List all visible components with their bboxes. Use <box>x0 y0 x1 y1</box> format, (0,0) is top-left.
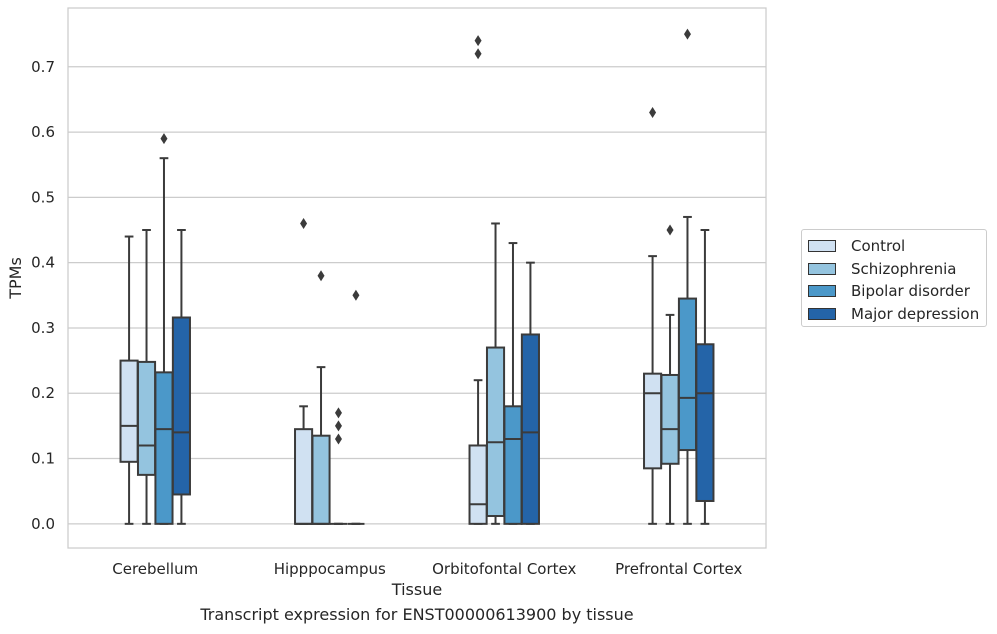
box-body <box>171 316 191 496</box>
box-body <box>468 444 488 525</box>
legend-swatch <box>808 262 836 275</box>
box-major-depression-orbitofontal-cortex <box>520 261 540 525</box>
outlier-point <box>334 420 342 432</box>
box-schizophrenia-cerebellum <box>136 229 157 525</box>
box-body <box>311 434 331 525</box>
legend-label: Schizophrenia <box>851 259 957 278</box>
box-control-orbitofontal-cortex <box>468 35 488 525</box>
box-control-prefrontal-cortex <box>643 106 663 525</box>
legend-swatch <box>808 285 836 297</box>
outlier-point <box>334 433 342 445</box>
box-control-hipppocampus <box>294 217 314 525</box>
box-bipolar-disorder-orbitofontal-cortex <box>503 242 523 525</box>
outlier-point <box>666 224 674 236</box>
outlier-point <box>352 289 360 301</box>
box-bipolar-disorder-cerebellum <box>154 133 174 525</box>
y-tick-label: 0.3 <box>31 319 55 337</box>
outlier-point <box>317 270 325 282</box>
box-body <box>643 372 663 470</box>
x-tick-label: Prefrontal Cortex <box>615 560 742 578</box>
y-tick-label: 0.6 <box>31 123 55 141</box>
box-body <box>154 371 174 525</box>
box-schizophrenia-prefrontal-cortex <box>660 224 680 525</box>
y-tick-label: 0.2 <box>31 384 55 402</box>
box-body <box>660 373 680 465</box>
outlier-point <box>160 133 168 145</box>
y-tick-label: 0.5 <box>31 188 55 206</box>
box-body <box>485 346 506 518</box>
plot-area-frame <box>67 7 767 549</box>
chart-caption: Transcript expression for ENST0000061390… <box>200 605 634 624</box>
y-tick-label: 0.7 <box>31 58 55 76</box>
x-tick-label: Hipppocampus <box>274 560 386 578</box>
x-tick-label: Orbitofontal Cortex <box>432 560 576 578</box>
box-body <box>136 360 157 476</box>
outlier-point <box>649 106 657 118</box>
legend-item-major-depression: Major depression <box>808 304 979 324</box>
y-tick-labels: 0.0 0.1 0.2 0.3 0.4 0.5 0.6 0.7 <box>31 58 55 533</box>
y-axis-label: TPMs <box>6 257 25 300</box>
outlier-point <box>300 217 308 229</box>
legend-swatch <box>808 240 836 252</box>
x-tick-label: Cerebellum <box>112 560 198 578</box>
y-tick-label: 0.1 <box>31 450 55 468</box>
box-body <box>503 405 523 525</box>
box-body <box>520 333 540 525</box>
outlier-point <box>334 407 342 419</box>
box-body <box>119 359 139 463</box>
y-tick-label: 0.0 <box>31 515 55 533</box>
box-plots <box>119 28 715 525</box>
legend-label: Control <box>851 237 906 255</box>
box-bipolar-disorder-hipppocampus <box>329 407 348 525</box>
legend-item-control: Control <box>808 236 905 256</box>
box-major-depression-prefrontal-cortex <box>695 229 715 525</box>
x-axis-label: Tissue <box>391 580 442 599</box>
legend-label: Major depression <box>851 304 980 323</box>
box-body <box>294 428 314 525</box>
chart-legend: Control Schizophrenia Bipolar disorder Majo… <box>801 229 987 327</box>
outlier-point <box>474 35 482 47</box>
box-body <box>695 343 715 502</box>
legend-swatch <box>808 307 836 320</box>
box-schizophrenia-hipppocampus <box>311 270 331 525</box>
legend-label: Bipolar disorder <box>851 282 970 300</box>
y-tick-label: 0.4 <box>31 254 55 272</box>
box-major-depression-hipppocampus <box>347 289 365 525</box>
box-control-cerebellum <box>119 235 139 525</box>
x-tick-labels: Cerebellum Hipppocampus Orbitofontal Corte… <box>112 560 742 578</box>
legend-item-bipolar-disorder: Bipolar disorder <box>808 281 970 301</box>
box-schizophrenia-orbitofontal-cortex <box>485 222 506 525</box>
box-bipolar-disorder-prefrontal-cortex <box>677 28 698 525</box>
box-major-depression-cerebellum <box>171 229 191 525</box>
legend-item-schizophrenia: Schizophrenia <box>808 259 956 279</box>
outlier-point <box>683 28 691 40</box>
outlier-point <box>474 48 482 60</box>
box-body <box>677 297 698 452</box>
